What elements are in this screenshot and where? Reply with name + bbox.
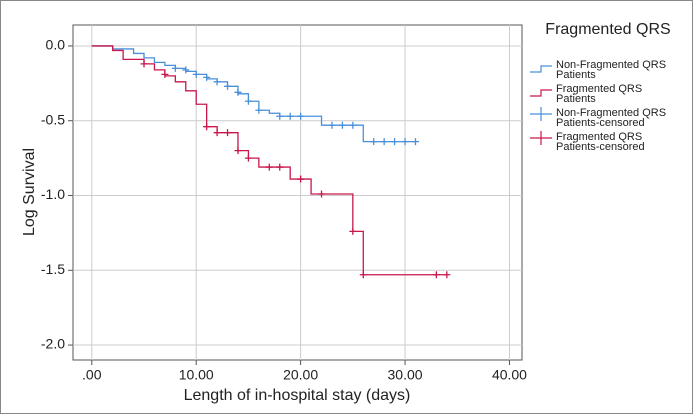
- censor-mark: [401, 138, 409, 146]
- censor-mark: [182, 66, 190, 74]
- censor-mark: [140, 60, 148, 68]
- censor-mark: [203, 123, 211, 131]
- censor-mark: [234, 147, 242, 155]
- censor-mark: [171, 64, 179, 72]
- plot-area: [72, 24, 523, 361]
- censor-mark: [411, 138, 419, 146]
- legend-swatch: [530, 131, 552, 145]
- y-tick-label: -0.5: [41, 111, 65, 127]
- survival-line: [91, 45, 416, 143]
- y-tick-label: -2.0: [41, 336, 65, 352]
- censor-mark: [370, 138, 378, 146]
- x-tick-label: 30.00: [388, 367, 423, 383]
- censor-mark: [255, 106, 263, 114]
- censor-mark: [224, 129, 232, 137]
- y-axis-label: Log Survival: [21, 148, 38, 236]
- legend-swatch: [530, 107, 552, 121]
- censor-mark: [276, 112, 284, 120]
- censor-mark: [338, 121, 346, 129]
- x-tick-label: 10.00: [179, 367, 214, 383]
- censor-mark: [328, 121, 336, 129]
- censor-mark: [234, 88, 242, 96]
- censor-mark: [349, 121, 357, 129]
- censor-mark: [213, 78, 221, 86]
- y-tick-label: -1.0: [41, 186, 65, 202]
- legend-title: Fragmented QRS: [545, 21, 670, 38]
- legend-swatch: [530, 65, 552, 73]
- legend-swatch: [530, 89, 552, 97]
- censor-mark: [443, 271, 451, 279]
- censor-mark: [276, 163, 284, 171]
- censor-mark: [380, 138, 388, 146]
- censor-mark: [224, 82, 232, 90]
- censor-mark: [359, 271, 367, 279]
- censor-mark: [265, 163, 273, 171]
- censor-mark: [432, 271, 440, 279]
- censor-mark: [297, 112, 305, 120]
- y-tick-label: -1.5: [41, 261, 65, 277]
- x-axis-label: Length of in-hospital stay (days): [184, 387, 411, 404]
- x-tick-label: .00: [82, 367, 102, 383]
- censor-mark: [244, 154, 252, 162]
- x-tick-label: 40.00: [492, 367, 527, 383]
- censor-mark: [161, 70, 169, 78]
- censor-mark: [391, 138, 399, 146]
- censor-mark: [213, 129, 221, 137]
- legend-label: Fragmented QRS Patients-censored: [556, 131, 645, 153]
- censor-mark: [349, 227, 357, 235]
- legend-label: Non-Fragmented QRS Patients: [556, 59, 667, 81]
- censor-mark: [286, 112, 294, 120]
- censor-mark: [244, 97, 252, 105]
- censor-mark: [318, 190, 326, 198]
- x-tick-label: 20.00: [283, 367, 318, 383]
- censor-mark: [297, 175, 305, 183]
- y-tick-label: 0.0: [46, 37, 66, 53]
- legend-label: Non-Fragmented QRS Patients-censored: [556, 107, 667, 129]
- censor-mark: [203, 73, 211, 81]
- legend-label: Fragmented QRS Patients: [556, 83, 643, 105]
- censor-mark: [192, 70, 200, 78]
